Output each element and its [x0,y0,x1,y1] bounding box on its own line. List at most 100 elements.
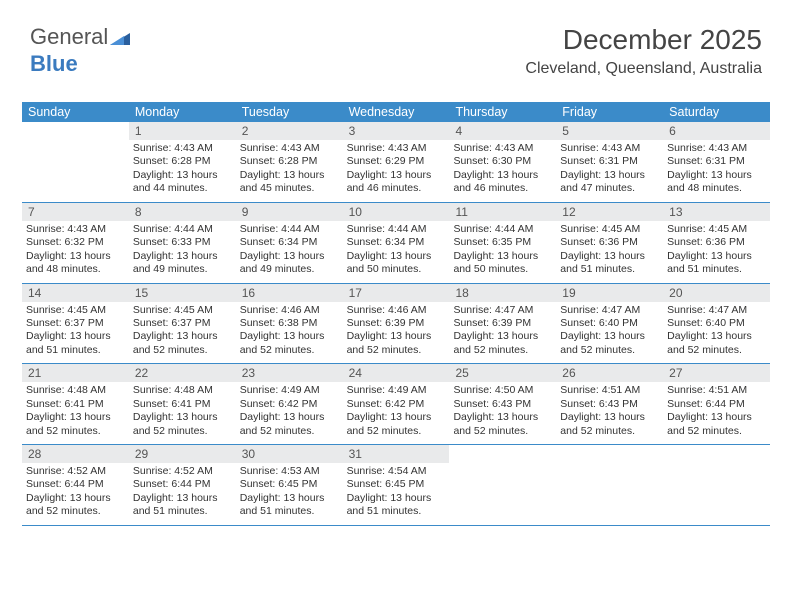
day-body: Sunrise: 4:43 AMSunset: 6:28 PMDaylight:… [129,140,236,202]
sunrise-text: Sunrise: 4:43 AM [347,142,446,155]
calendar-day-cell: 4Sunrise: 4:43 AMSunset: 6:30 PMDaylight… [449,122,556,202]
day-body: Sunrise: 4:44 AMSunset: 6:34 PMDaylight:… [343,221,450,283]
calendar-day-cell: 5Sunrise: 4:43 AMSunset: 6:31 PMDaylight… [556,122,663,202]
sunrise-text: Sunrise: 4:43 AM [453,142,552,155]
day-body [663,463,770,521]
daylight-text: Daylight: 13 hours and 52 minutes. [26,492,125,519]
day-number: 30 [236,445,343,463]
day-body: Sunrise: 4:43 AMSunset: 6:28 PMDaylight:… [236,140,343,202]
day-number: 19 [556,284,663,302]
sunrise-text: Sunrise: 4:43 AM [667,142,766,155]
day-body: Sunrise: 4:49 AMSunset: 6:42 PMDaylight:… [236,382,343,444]
day-number [556,445,663,463]
sunset-text: Sunset: 6:31 PM [667,155,766,168]
day-number: 18 [449,284,556,302]
calendar-day-cell: 26Sunrise: 4:51 AMSunset: 6:43 PMDayligh… [556,364,663,444]
sunrise-text: Sunrise: 4:47 AM [453,304,552,317]
day-header: Thursday [449,102,556,122]
sunset-text: Sunset: 6:32 PM [26,236,125,249]
calendar-day-cell: 18Sunrise: 4:47 AMSunset: 6:39 PMDayligh… [449,284,556,364]
sunset-text: Sunset: 6:42 PM [240,398,339,411]
day-number: 16 [236,284,343,302]
sunset-text: Sunset: 6:45 PM [347,478,446,491]
calendar-day-cell: 30Sunrise: 4:53 AMSunset: 6:45 PMDayligh… [236,445,343,525]
day-body: Sunrise: 4:49 AMSunset: 6:42 PMDaylight:… [343,382,450,444]
sunset-text: Sunset: 6:45 PM [240,478,339,491]
day-number: 3 [343,122,450,140]
calendar-day-cell: 14Sunrise: 4:45 AMSunset: 6:37 PMDayligh… [22,284,129,364]
sunrise-text: Sunrise: 4:45 AM [133,304,232,317]
day-number: 14 [22,284,129,302]
calendar-day-cell: 8Sunrise: 4:44 AMSunset: 6:33 PMDaylight… [129,203,236,283]
day-body: Sunrise: 4:43 AMSunset: 6:29 PMDaylight:… [343,140,450,202]
day-number: 20 [663,284,770,302]
daylight-text: Daylight: 13 hours and 52 minutes. [133,411,232,438]
sunset-text: Sunset: 6:28 PM [133,155,232,168]
calendar-day-cell: 9Sunrise: 4:44 AMSunset: 6:34 PMDaylight… [236,203,343,283]
day-number: 13 [663,203,770,221]
daylight-text: Daylight: 13 hours and 52 minutes. [667,411,766,438]
sunrise-text: Sunrise: 4:46 AM [240,304,339,317]
sunrise-text: Sunrise: 4:48 AM [133,384,232,397]
sunset-text: Sunset: 6:39 PM [453,317,552,330]
calendar-day-cell: 27Sunrise: 4:51 AMSunset: 6:44 PMDayligh… [663,364,770,444]
day-number: 4 [449,122,556,140]
logo-triangle-icon [110,25,130,51]
sunset-text: Sunset: 6:44 PM [667,398,766,411]
calendar-day-cell: 15Sunrise: 4:45 AMSunset: 6:37 PMDayligh… [129,284,236,364]
day-header: Sunday [22,102,129,122]
logo: General Blue [30,24,130,77]
calendar-day-cell: 7Sunrise: 4:43 AMSunset: 6:32 PMDaylight… [22,203,129,283]
day-body: Sunrise: 4:48 AMSunset: 6:41 PMDaylight:… [22,382,129,444]
daylight-text: Daylight: 13 hours and 52 minutes. [240,330,339,357]
sunrise-text: Sunrise: 4:45 AM [26,304,125,317]
day-number: 25 [449,364,556,382]
day-number: 17 [343,284,450,302]
calendar-day-cell: 6Sunrise: 4:43 AMSunset: 6:31 PMDaylight… [663,122,770,202]
day-body [22,140,129,198]
sunset-text: Sunset: 6:33 PM [133,236,232,249]
day-body: Sunrise: 4:48 AMSunset: 6:41 PMDaylight:… [129,382,236,444]
calendar-week-row: 1Sunrise: 4:43 AMSunset: 6:28 PMDaylight… [22,122,770,203]
sunset-text: Sunset: 6:35 PM [453,236,552,249]
daylight-text: Daylight: 13 hours and 49 minutes. [133,250,232,277]
calendar-day-cell: 10Sunrise: 4:44 AMSunset: 6:34 PMDayligh… [343,203,450,283]
day-number [449,445,556,463]
sunset-text: Sunset: 6:29 PM [347,155,446,168]
day-body: Sunrise: 4:43 AMSunset: 6:32 PMDaylight:… [22,221,129,283]
daylight-text: Daylight: 13 hours and 50 minutes. [347,250,446,277]
day-header: Saturday [663,102,770,122]
day-header: Wednesday [343,102,450,122]
day-number: 12 [556,203,663,221]
calendar-day-cell: 1Sunrise: 4:43 AMSunset: 6:28 PMDaylight… [129,122,236,202]
title-block: December 2025 Cleveland, Queensland, Aus… [525,24,762,78]
sunrise-text: Sunrise: 4:44 AM [347,223,446,236]
sunset-text: Sunset: 6:36 PM [667,236,766,249]
daylight-text: Daylight: 13 hours and 51 minutes. [240,492,339,519]
day-body: Sunrise: 4:47 AMSunset: 6:39 PMDaylight:… [449,302,556,364]
sunrise-text: Sunrise: 4:44 AM [133,223,232,236]
sunrise-text: Sunrise: 4:47 AM [560,304,659,317]
calendar-day-cell: 12Sunrise: 4:45 AMSunset: 6:36 PMDayligh… [556,203,663,283]
calendar-day-cell [556,445,663,525]
daylight-text: Daylight: 13 hours and 51 minutes. [667,250,766,277]
daylight-text: Daylight: 13 hours and 52 minutes. [347,330,446,357]
daylight-text: Daylight: 13 hours and 52 minutes. [347,411,446,438]
day-number: 9 [236,203,343,221]
day-body: Sunrise: 4:44 AMSunset: 6:35 PMDaylight:… [449,221,556,283]
sunrise-text: Sunrise: 4:54 AM [347,465,446,478]
sunset-text: Sunset: 6:37 PM [133,317,232,330]
calendar-day-cell: 22Sunrise: 4:48 AMSunset: 6:41 PMDayligh… [129,364,236,444]
day-body: Sunrise: 4:52 AMSunset: 6:44 PMDaylight:… [129,463,236,525]
daylight-text: Daylight: 13 hours and 48 minutes. [26,250,125,277]
daylight-text: Daylight: 13 hours and 49 minutes. [240,250,339,277]
daylight-text: Daylight: 13 hours and 52 minutes. [560,411,659,438]
sunrise-text: Sunrise: 4:43 AM [133,142,232,155]
day-body: Sunrise: 4:45 AMSunset: 6:37 PMDaylight:… [129,302,236,364]
day-body: Sunrise: 4:45 AMSunset: 6:36 PMDaylight:… [556,221,663,283]
calendar-week-row: 7Sunrise: 4:43 AMSunset: 6:32 PMDaylight… [22,203,770,284]
sunset-text: Sunset: 6:34 PM [240,236,339,249]
daylight-text: Daylight: 13 hours and 51 minutes. [560,250,659,277]
daylight-text: Daylight: 13 hours and 52 minutes. [133,330,232,357]
day-body: Sunrise: 4:45 AMSunset: 6:36 PMDaylight:… [663,221,770,283]
